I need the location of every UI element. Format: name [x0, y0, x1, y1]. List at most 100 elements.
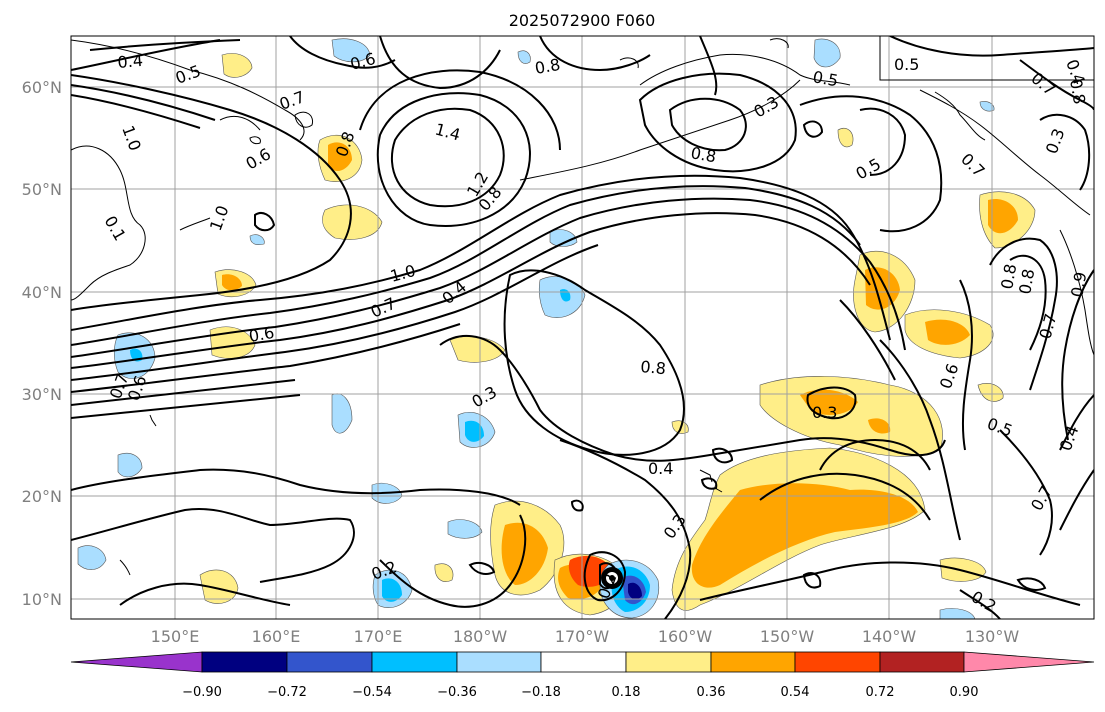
coastline [119, 559, 131, 576]
anomaly-fill [465, 420, 484, 442]
contour-label: 0.7 [277, 87, 307, 114]
colorbar-segment [625, 651, 712, 673]
coastline [71, 39, 305, 141]
anomaly-fill [77, 545, 107, 570]
lat-label: 10°N [22, 590, 62, 609]
anomaly-fill [331, 393, 353, 434]
map-frame [70, 35, 1095, 620]
coastline [71, 145, 146, 301]
anomaly-fill [117, 452, 143, 478]
contour-label: 0.5 [811, 67, 839, 90]
contour [989, 237, 1058, 391]
anomaly-fill [813, 38, 841, 68]
contour [376, 92, 531, 227]
contour [1009, 254, 1047, 351]
anomaly-fill [434, 563, 454, 582]
contour [806, 386, 857, 420]
anomaly-fill [501, 522, 548, 585]
contour [539, 36, 651, 72]
colorbar-tick-label: 0.18 [612, 685, 641, 700]
colorbar-tick-label: −0.18 [521, 685, 561, 700]
contour [1039, 113, 1091, 191]
contour [559, 439, 692, 619]
contour-label: 0.8 [533, 55, 561, 78]
anomaly-fill [382, 578, 402, 602]
anomaly-fill [549, 229, 578, 247]
colorbar-ticks: −0.90 −0.72 −0.54 −0.36 −0.18 0.18 0.36 … [182, 685, 978, 700]
contour-label: 0.4 [648, 459, 673, 478]
contour-label: 0.7 [1036, 312, 1061, 342]
anomaly-fill [977, 383, 1004, 402]
contour [71, 212, 871, 369]
lat-label: 50°N [22, 180, 62, 199]
contour-label: 1.0 [118, 123, 145, 153]
contour [71, 379, 296, 406]
anomaly-fill [939, 557, 987, 582]
contour [71, 39, 221, 71]
contour [802, 120, 824, 138]
contour [889, 36, 1094, 57]
contour-label: 0.4 [117, 51, 144, 72]
anomaly-fill [628, 582, 642, 600]
coastline [919, 89, 1091, 216]
anomaly-fill [447, 519, 483, 539]
strong-positive-fills [222, 142, 1018, 600]
contour-label: 0.7 [957, 149, 988, 180]
anomaly-fill [925, 319, 970, 345]
colorbar-segment [286, 651, 373, 673]
contour-label: 0.6 [936, 361, 963, 391]
anomaly-fill [199, 569, 239, 604]
contour-label: 0.3 [812, 403, 837, 422]
contour-label: 0.6 [247, 323, 275, 346]
lat-label: 60°N [22, 78, 62, 97]
colorbar-segment [879, 651, 965, 673]
coastline [219, 115, 261, 131]
contour-label: 0.5 [853, 154, 885, 183]
colorbar-segment [794, 651, 881, 673]
contour [71, 468, 521, 506]
colorbar-segment [371, 651, 458, 673]
positive-anomaly-fills [199, 53, 1036, 616]
lon-label: 150°W [760, 627, 815, 646]
contour-label: 1.4 [433, 120, 463, 145]
contour-label: 0.8 [640, 357, 667, 378]
contour-label: 0.2 [968, 587, 1000, 616]
contour [289, 36, 396, 69]
anomaly-fill [800, 389, 858, 415]
contour [71, 244, 599, 381]
contour [668, 97, 747, 152]
contour [71, 94, 201, 129]
contour [468, 562, 496, 575]
contour-label: 0.5 [894, 55, 919, 74]
coastline [294, 111, 314, 128]
anomaly-fill [837, 127, 854, 148]
contour [71, 74, 352, 311]
contour-label: 0.6 [243, 144, 275, 173]
lon-label: 150°E [151, 627, 200, 646]
contour [699, 36, 718, 96]
colorbar-tick-label: −0.72 [267, 685, 307, 700]
contour [859, 107, 907, 176]
contour [379, 36, 501, 90]
colorbar-tick-label: 0.72 [866, 685, 895, 700]
contour-label: 0.3 [469, 382, 501, 411]
contour-label: 0.3 [751, 92, 783, 121]
storm-center-marker [601, 567, 623, 589]
coastline [934, 91, 986, 141]
coastline [179, 217, 211, 231]
contour-label: 0.4 [438, 277, 470, 308]
contour [71, 394, 301, 419]
contour [379, 514, 527, 608]
contour [359, 69, 561, 151]
contour [583, 551, 627, 602]
contour [1061, 269, 1094, 441]
anomaly-fill [449, 336, 506, 363]
map-title: 2025072900 F060 [509, 11, 656, 30]
contour-label: 0.8 [1015, 267, 1038, 295]
lon-label: 170°E [354, 627, 403, 646]
anomaly-fill [988, 198, 1018, 234]
contour-lines [71, 36, 1094, 619]
coastline [879, 36, 1094, 81]
contour-label: 0.8 [997, 262, 1020, 290]
anomaly-fill [939, 608, 976, 619]
